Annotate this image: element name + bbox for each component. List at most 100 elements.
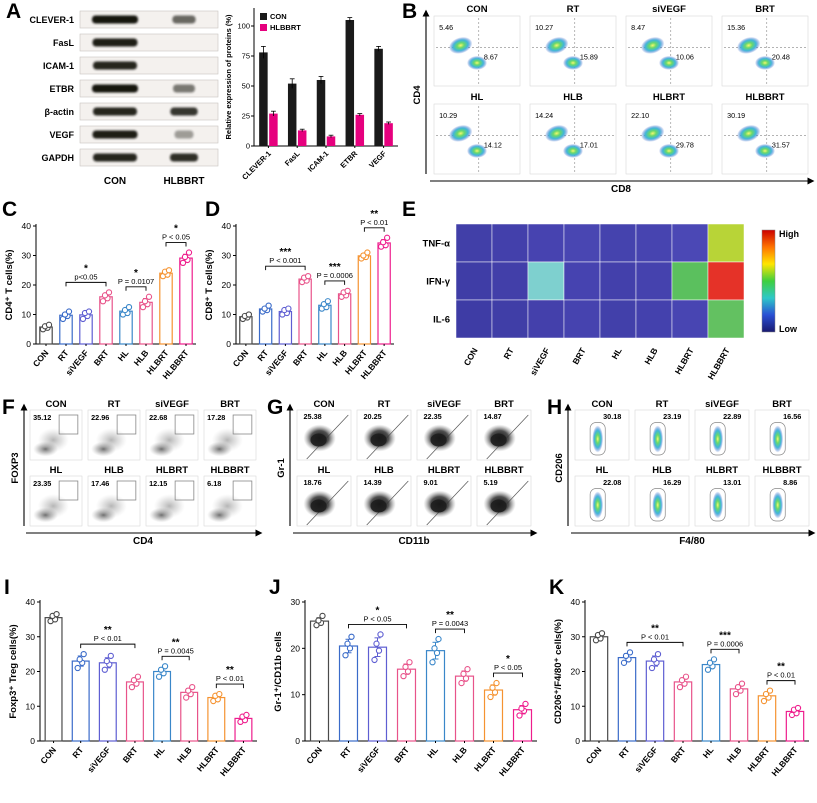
svg-text:20: 20 [571, 667, 581, 677]
svg-text:VEGF: VEGF [49, 130, 74, 140]
panel-a-bar-chart: 0 25 50 75 100 Relative expression of protein… [224, 8, 398, 182]
svg-text:HL: HL [50, 465, 63, 476]
svg-text:*: * [134, 268, 138, 279]
svg-text:RT: RT [617, 744, 632, 760]
svg-text:30.19: 30.19 [727, 111, 745, 120]
panel-e-heatmap: TNF-α IFN-γ IL-6 CON RT siVEGF BRT HL HLB HLBRT HL… [423, 223, 799, 381]
svg-text:HLBBRT: HLBBRT [745, 92, 784, 103]
svg-text:P < 0.01: P < 0.01 [216, 674, 244, 683]
svg-text:8.47: 8.47 [631, 23, 645, 32]
svg-text:RT: RT [108, 399, 121, 410]
panel-a-western-blot: CLEVER-1 FasL ICAM-1 ETBR β-actin VEGF GAPDH CO… [29, 10, 219, 187]
svg-text:6.18: 6.18 [207, 479, 221, 488]
svg-text:P < 0.01: P < 0.01 [94, 634, 122, 643]
svg-text:CON: CON [584, 745, 604, 766]
panel-c-label: C [2, 198, 18, 221]
svg-text:*: * [506, 654, 510, 665]
panel-h-label: H [547, 396, 563, 419]
svg-text:**: ** [172, 637, 180, 648]
svg-text:**: ** [370, 209, 378, 220]
svg-text:BRT: BRT [570, 345, 588, 366]
svg-text:Low: Low [779, 324, 798, 334]
svg-text:30.18: 30.18 [603, 412, 621, 421]
svg-text:siVEGF: siVEGF [155, 399, 189, 410]
svg-text:HLB: HLB [450, 745, 469, 765]
svg-text:10: 10 [291, 690, 301, 700]
svg-text:16.29: 16.29 [663, 478, 681, 487]
svg-text:P = 0.0107: P = 0.0107 [118, 277, 154, 286]
svg-text:RT: RT [378, 399, 391, 410]
panel-j-label: J [269, 576, 281, 599]
svg-text:HLBRT: HLBRT [653, 92, 685, 103]
panel-i-label: I [4, 576, 10, 599]
svg-text:RT: RT [70, 744, 85, 760]
panel-g-label: G [267, 396, 284, 419]
svg-text:BRT: BRT [494, 399, 514, 410]
svg-text:HL: HL [701, 745, 716, 760]
svg-text:15.89: 15.89 [580, 52, 598, 61]
svg-text:HLBBRT: HLBBRT [163, 176, 204, 187]
svg-text:TNF-α: TNF-α [423, 239, 451, 250]
svg-text:HLB: HLB [563, 92, 583, 103]
svg-text:CD8: CD8 [611, 184, 631, 195]
svg-text:CD206⁺/F4/80⁺ cells(%): CD206⁺/F4/80⁺ cells(%) [553, 619, 564, 724]
svg-text:HLB: HLB [175, 745, 194, 765]
svg-text:*: * [84, 263, 88, 274]
svg-text:FasL: FasL [283, 149, 302, 168]
svg-text:CD11b: CD11b [398, 536, 429, 547]
svg-text:20: 20 [26, 667, 36, 677]
svg-text:HL: HL [609, 346, 623, 361]
svg-text:β-actin: β-actin [45, 107, 75, 117]
svg-text:P < 0.05: P < 0.05 [162, 233, 190, 242]
svg-text:P < 0.01: P < 0.01 [767, 671, 795, 680]
svg-text:HLBRT: HLBRT [472, 744, 499, 773]
svg-text:18.76: 18.76 [303, 478, 321, 487]
svg-text:P = 0.0006: P = 0.0006 [317, 271, 353, 280]
svg-text:17.46: 17.46 [91, 479, 109, 488]
svg-text:30: 30 [571, 632, 581, 642]
svg-text:22.35: 22.35 [423, 412, 441, 421]
svg-text:40: 40 [26, 597, 36, 607]
svg-text:14.24: 14.24 [535, 111, 553, 120]
svg-text:30: 30 [222, 251, 232, 261]
svg-text:**: ** [104, 625, 112, 636]
svg-text:CD4: CD4 [412, 85, 423, 105]
svg-text:0: 0 [575, 736, 580, 746]
svg-text:CON: CON [591, 399, 612, 410]
svg-text:***: *** [719, 630, 731, 641]
svg-text:14.12: 14.12 [484, 140, 502, 149]
svg-text:HLB: HLB [725, 745, 744, 765]
svg-text:**: ** [777, 662, 785, 673]
svg-text:P < 0.001: P < 0.001 [269, 256, 301, 265]
svg-text:31.57: 31.57 [772, 140, 790, 149]
svg-text:HL: HL [314, 348, 329, 363]
svg-text:IFN-γ: IFN-γ [426, 277, 450, 288]
svg-text:P = 0.0006: P = 0.0006 [707, 639, 743, 648]
svg-text:0: 0 [26, 339, 31, 349]
svg-text:CD4⁺ T cells(%): CD4⁺ T cells(%) [4, 249, 15, 320]
svg-text:ETBR: ETBR [338, 149, 359, 170]
svg-text:CON: CON [313, 399, 334, 410]
svg-text:HLBRT: HLBRT [428, 465, 460, 476]
svg-text:CON: CON [304, 745, 324, 766]
svg-text:HL: HL [116, 348, 131, 363]
panel-k-dot-plot: 0 10 20 30 40 CD206⁺/F4/80⁺ cells(%) CON RT siVE… [553, 597, 809, 778]
svg-text:40: 40 [222, 221, 232, 231]
svg-text:0: 0 [30, 736, 35, 746]
svg-text:CON: CON [231, 348, 251, 369]
svg-text:30: 30 [22, 251, 32, 261]
svg-text:CD8⁺ T cells(%): CD8⁺ T cells(%) [204, 249, 215, 320]
svg-text:HLBBRT: HLBBRT [762, 465, 801, 476]
svg-text:siVEGF: siVEGF [528, 346, 552, 377]
svg-text:HLBRT: HLBRT [706, 465, 738, 476]
svg-text:HL: HL [425, 745, 440, 760]
svg-text:CD206: CD206 [554, 453, 565, 483]
svg-text:HLBBRT: HLBBRT [270, 23, 301, 32]
svg-text:BRT: BRT [291, 347, 310, 367]
svg-text:CON: CON [270, 12, 287, 21]
svg-text:13.01: 13.01 [723, 478, 741, 487]
panel-h-flow-cytometry: CON 30.18 RT 23.19 siVEGF 22.89 BRT 16.56 HL 22.0… [554, 399, 816, 547]
svg-text:20: 20 [22, 280, 32, 290]
